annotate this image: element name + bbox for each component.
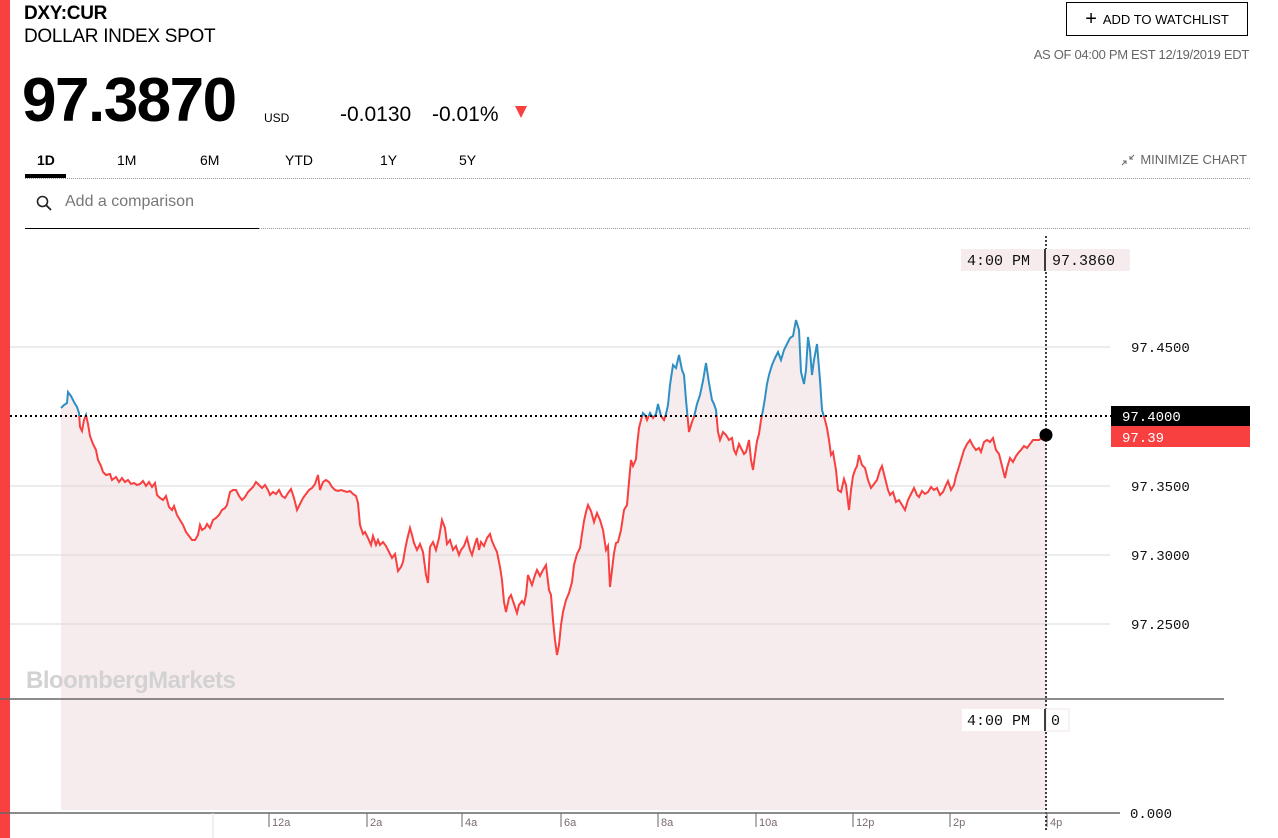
watermark: BloombergMarkets [26, 667, 236, 694]
svg-text:10a: 10a [759, 817, 778, 829]
tooltip-time: 4:00 PM [967, 253, 1030, 270]
as-of-timestamp: AS OF 04:00 PM EST 12/19/2019 EDT [1033, 47, 1250, 62]
plus-icon: + [1085, 8, 1097, 30]
svg-text:2a: 2a [370, 817, 383, 829]
timeframe-tabs: 1D 1M 6M YTD 1Y 5Y MINIMIZE CHART [25, 148, 1250, 179]
tab-1m[interactable]: 1M [117, 152, 137, 168]
svg-text:6a: 6a [564, 817, 577, 829]
svg-text:12a: 12a [272, 817, 291, 829]
ticker-symbol: DXY:CUR [24, 3, 108, 24]
svg-text:4:00 PM: 4:00 PM [967, 713, 1030, 730]
svg-text:4p: 4p [1050, 817, 1062, 829]
active-tab-indicator [25, 174, 66, 178]
tab-1y[interactable]: 1Y [380, 152, 398, 168]
tab-5y[interactable]: 5Y [459, 152, 477, 168]
comparison-search [25, 182, 1250, 229]
volume-tooltip: 4:00 PM 0 [962, 708, 1070, 732]
x-tick-4a: 4a [461, 813, 478, 829]
svg-text:97.39: 97.39 [1122, 431, 1164, 447]
last-value-label: 97.39 [1111, 426, 1250, 447]
x-tick-10a: 10a [755, 813, 778, 829]
minimize-chart-label: MINIMIZE CHART [1140, 152, 1247, 167]
tab-ytd[interactable]: YTD [285, 152, 313, 168]
x-tick-4p: 4p [1046, 813, 1062, 829]
tooltip-value: 97.3860 [1052, 253, 1115, 270]
currency-label: USD [264, 111, 290, 125]
last-point-marker [1039, 428, 1053, 442]
svg-text:0: 0 [1051, 713, 1060, 730]
price-line-below-close [78, 416, 1047, 656]
accent-bar [0, 0, 10, 838]
svg-text:2p: 2p [953, 817, 965, 829]
x-tick-12p: 12p [852, 813, 874, 829]
x-tick-12a: 12a [268, 813, 291, 829]
y-axis: 97.4500 97.3500 97.3000 97.2500 [1131, 341, 1190, 634]
x-tick-8a: 8a [657, 813, 674, 829]
comparison-input[interactable] [63, 192, 367, 212]
price-tooltip: 4:00 PM 97.3860 [961, 249, 1130, 271]
y-tick-label: 97.2500 [1131, 618, 1190, 634]
down-arrow-icon [515, 106, 527, 118]
price-change-percent: -0.01% [432, 103, 499, 126]
y-tick-label: 97.4500 [1131, 341, 1190, 357]
minimize-chart-button[interactable]: MINIMIZE CHART [1121, 152, 1247, 167]
instrument-name: DOLLAR INDEX SPOT [24, 26, 216, 47]
x-tick-2p: 2p [949, 813, 965, 829]
add-to-watchlist-button[interactable]: + ADD TO WATCHLIST [1066, 2, 1248, 36]
x-tick-2a: 2a [366, 813, 383, 829]
svg-text:4a: 4a [465, 817, 478, 829]
search-icon [36, 195, 52, 211]
svg-text:97.4000: 97.4000 [1122, 410, 1181, 426]
y-tick-label: 97.3500 [1131, 480, 1190, 496]
svg-text:8a: 8a [661, 817, 674, 829]
price-change: -0.0130 [340, 103, 412, 126]
tab-1d[interactable]: 1D [37, 152, 55, 168]
search-underline [25, 228, 259, 229]
svg-text:12p: 12p [856, 817, 874, 829]
gridlines [10, 346, 1110, 625]
x-tick-6a: 6a [560, 813, 577, 829]
y-tick-label: 97.3000 [1131, 549, 1190, 565]
tab-6m[interactable]: 6M [200, 152, 220, 168]
x-axis: 12a 2a 4a 6a 8a 10a 12p 2p 4p [268, 813, 1062, 829]
reference-label: 97.4000 [1111, 406, 1250, 426]
last-price: 97.3870 [22, 66, 237, 135]
minimize-icon [1121, 154, 1135, 165]
add-to-watchlist-label: ADD TO WATCHLIST [1102, 11, 1229, 27]
volume-axis-label: 0.000 [1130, 807, 1172, 823]
